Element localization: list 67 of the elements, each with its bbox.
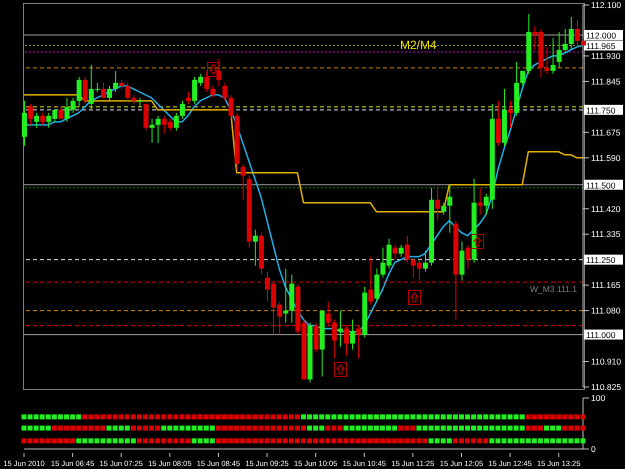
candlestick <box>210 85 216 98</box>
candlestick <box>82 76 88 104</box>
candlestick <box>562 28 568 54</box>
y-tick-label: 111.080 <box>591 306 621 316</box>
ref-line-label: 111.965 <box>586 40 616 51</box>
candlestick <box>228 94 234 120</box>
y-tick-label: 110.910 <box>591 356 622 367</box>
y-tick-label: 111.590 <box>591 152 621 163</box>
candlestick <box>350 319 356 350</box>
candlestick <box>58 106 64 120</box>
y-tick-label: 111.420 <box>591 204 621 214</box>
candlestick <box>113 70 118 92</box>
candlestick <box>204 70 210 92</box>
candlestick <box>252 229 258 266</box>
candlestick <box>520 70 526 86</box>
candlestick <box>478 187 483 216</box>
y-tick-label: 110.825 <box>591 382 622 392</box>
candlestick <box>107 85 112 102</box>
candlestick <box>508 100 514 128</box>
candlestick <box>143 103 148 132</box>
y-tick-label: 100 <box>591 393 606 404</box>
candlestick <box>40 112 46 126</box>
candlestick <box>568 16 574 50</box>
candlestick <box>544 46 550 74</box>
candlestick <box>459 241 464 282</box>
candlestick <box>180 100 185 120</box>
candlestick <box>574 19 580 48</box>
candlestick <box>556 31 562 68</box>
ref-line-label: 111.750 <box>586 105 616 116</box>
candlestick <box>466 244 471 270</box>
candlestick <box>222 82 228 102</box>
candlestick <box>435 187 440 222</box>
ref-line-label: 111.000 <box>586 330 616 340</box>
candlestick <box>392 244 398 260</box>
candlestick <box>125 82 130 102</box>
ref-line-label: 111.500 <box>586 180 616 190</box>
candlestick <box>338 310 343 348</box>
candlestick <box>150 118 155 144</box>
candlestick <box>398 244 404 258</box>
candlestick <box>422 250 428 272</box>
candlestick <box>283 268 288 324</box>
candlestick <box>496 100 501 146</box>
candlestick <box>374 268 380 302</box>
candlestick <box>404 235 410 264</box>
y-tick-label: 111.335 <box>591 229 621 240</box>
candlestick <box>240 163 246 200</box>
ref-line-label: 111.250 <box>586 255 616 266</box>
candlestick <box>186 91 192 104</box>
y-tick-label: 111.930 <box>591 50 621 61</box>
candlestick <box>22 100 27 146</box>
y-tick-label: 111.165 <box>591 280 621 290</box>
candlestick <box>447 184 452 234</box>
candlestick <box>441 202 446 216</box>
y-tick-label: 112.100 <box>591 0 622 10</box>
candlestick <box>174 112 179 132</box>
candlestick <box>28 103 34 126</box>
y-tick-label: 111.675 <box>591 127 621 138</box>
annotation: W_M3 111.1 <box>530 284 577 294</box>
ref-line-label: 112.000 <box>586 30 616 40</box>
y-tick-label: 0 <box>591 444 596 454</box>
candlestick <box>550 37 556 74</box>
annotation: M2/M4 <box>400 38 437 52</box>
y-tick-label: 111.845 <box>591 76 621 86</box>
candlestick <box>76 76 82 108</box>
candlestick <box>34 112 40 128</box>
candlestick <box>156 115 161 144</box>
candlestick <box>100 82 106 98</box>
